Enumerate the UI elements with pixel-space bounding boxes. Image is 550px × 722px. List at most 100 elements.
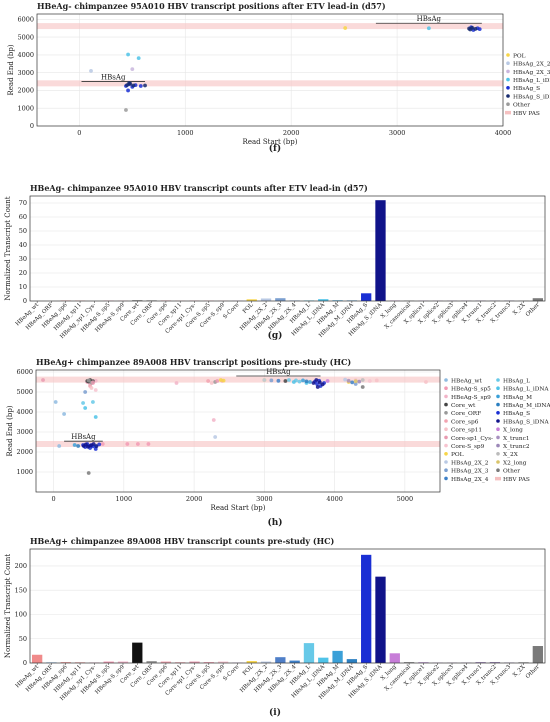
data-point (343, 26, 348, 30)
data-point (314, 378, 319, 382)
legend-marker (506, 53, 510, 57)
bar (475, 662, 486, 663)
data-point (62, 412, 67, 416)
bar (489, 662, 501, 663)
y-tick-label: 40 (19, 241, 27, 249)
legend-marker (444, 460, 448, 464)
data-point (146, 442, 151, 446)
plot-area (37, 14, 503, 126)
legend-marker (496, 378, 500, 382)
legend-entry: Core_ORF (451, 411, 481, 417)
x-tick-label: 1000 (177, 129, 194, 137)
chart-title: HBeAg+ chimpanzee 89A008 HBV transcript … (30, 536, 335, 546)
data-point (83, 390, 88, 394)
data-point (89, 68, 93, 73)
y-tick-label: 6000 (17, 16, 34, 24)
bar (361, 293, 372, 301)
legend-marker (506, 69, 510, 74)
hbv-pas-band (36, 376, 440, 383)
y-tick-label: 200 (15, 562, 27, 570)
data-point (477, 27, 482, 32)
data-point (291, 380, 296, 384)
legend-entry: HBV PAS (513, 111, 540, 117)
y-tick-label: 0 (23, 297, 27, 305)
legend-marker (444, 378, 448, 382)
legend-entry: X2_long (503, 460, 527, 466)
bar (203, 662, 214, 663)
bar (32, 654, 43, 663)
x-tick-label: Other (525, 302, 541, 318)
data-point (304, 379, 309, 384)
data-point (350, 380, 355, 385)
legend-entry: HBsAg_M (503, 395, 532, 401)
legend-entry: POL (451, 452, 464, 458)
plot-frame (36, 13, 504, 127)
chart-title: HBeAg- chimpanzee 95A010 HBV transcript … (30, 183, 368, 193)
legend-entry: HBsAg_S (503, 411, 530, 417)
legend-marker (496, 427, 500, 432)
x-tick-label: 0 (77, 129, 81, 137)
legend-entry: HBsAg_2X_3 (513, 70, 550, 76)
legend-entry: X_trunc1 (503, 436, 530, 442)
data-point (136, 56, 141, 60)
legend-marker (444, 468, 448, 473)
data-point (143, 83, 147, 88)
bar (175, 662, 186, 663)
data-point (53, 400, 58, 404)
data-point (97, 442, 102, 447)
x-tick-label: 3000 (256, 495, 273, 503)
data-point (315, 385, 320, 389)
y-tick-label: 70 (19, 199, 27, 207)
y-tick-label: 1000 (16, 468, 33, 476)
legend-entry: Core_sp6 (451, 419, 479, 425)
x-tick-label: 3000 (389, 129, 406, 137)
y-axis-label: Read End (bp) (6, 405, 14, 456)
data-point (76, 444, 81, 448)
x-tick-label: 0 (51, 495, 55, 503)
legend-marker (496, 386, 500, 391)
legend-marker (496, 419, 500, 423)
scatter-chart-h: HBeAg+ chimpanzee 89A008 HBV transcript … (6, 357, 550, 512)
legend-entry: Core_sp11 (451, 428, 482, 434)
annotation-label: HBsAg (71, 433, 96, 441)
data-point (262, 378, 267, 382)
data-point (174, 381, 179, 385)
legend-entry: HBsAg_2X_3 (451, 469, 489, 475)
legend-entry: HBsAg_2X_4 (451, 477, 489, 483)
data-point (301, 378, 305, 383)
data-point (72, 443, 77, 447)
x-axis-label: Read Start (bp) (211, 504, 266, 512)
y-tick-label: 0 (23, 659, 27, 667)
legend-entry: HBeAg-S_sp5 (451, 387, 491, 393)
legend-entry: Core_wt (451, 403, 476, 409)
y-tick-label: 20 (19, 269, 27, 277)
x-tick-label: 2000 (283, 129, 300, 137)
bar (60, 662, 71, 663)
data-point (353, 382, 358, 386)
data-point (315, 382, 319, 386)
plot-frame (29, 548, 546, 664)
bar (332, 300, 343, 301)
bar (146, 300, 157, 301)
data-point (426, 26, 431, 31)
x-tick-label: 5000 (397, 495, 414, 503)
x-tick-label: 4000 (495, 129, 512, 137)
data-point (353, 379, 358, 384)
data-point (93, 378, 98, 383)
data-point (83, 406, 88, 410)
data-point (41, 378, 45, 382)
bar (332, 650, 343, 663)
data-point (131, 83, 136, 88)
data-point (93, 388, 98, 392)
x-tick-label: Other (525, 664, 541, 680)
data-point (91, 442, 96, 446)
legend-marker (506, 86, 510, 90)
caption-i: (i) (269, 707, 281, 718)
data-point (221, 378, 226, 383)
data-point (88, 443, 93, 448)
y-tick-label: 3000 (17, 69, 34, 77)
plot-area (36, 370, 440, 492)
legend-entry: X_trunc2 (503, 444, 530, 450)
hbv-pas-band (36, 441, 440, 447)
bar (346, 659, 358, 663)
